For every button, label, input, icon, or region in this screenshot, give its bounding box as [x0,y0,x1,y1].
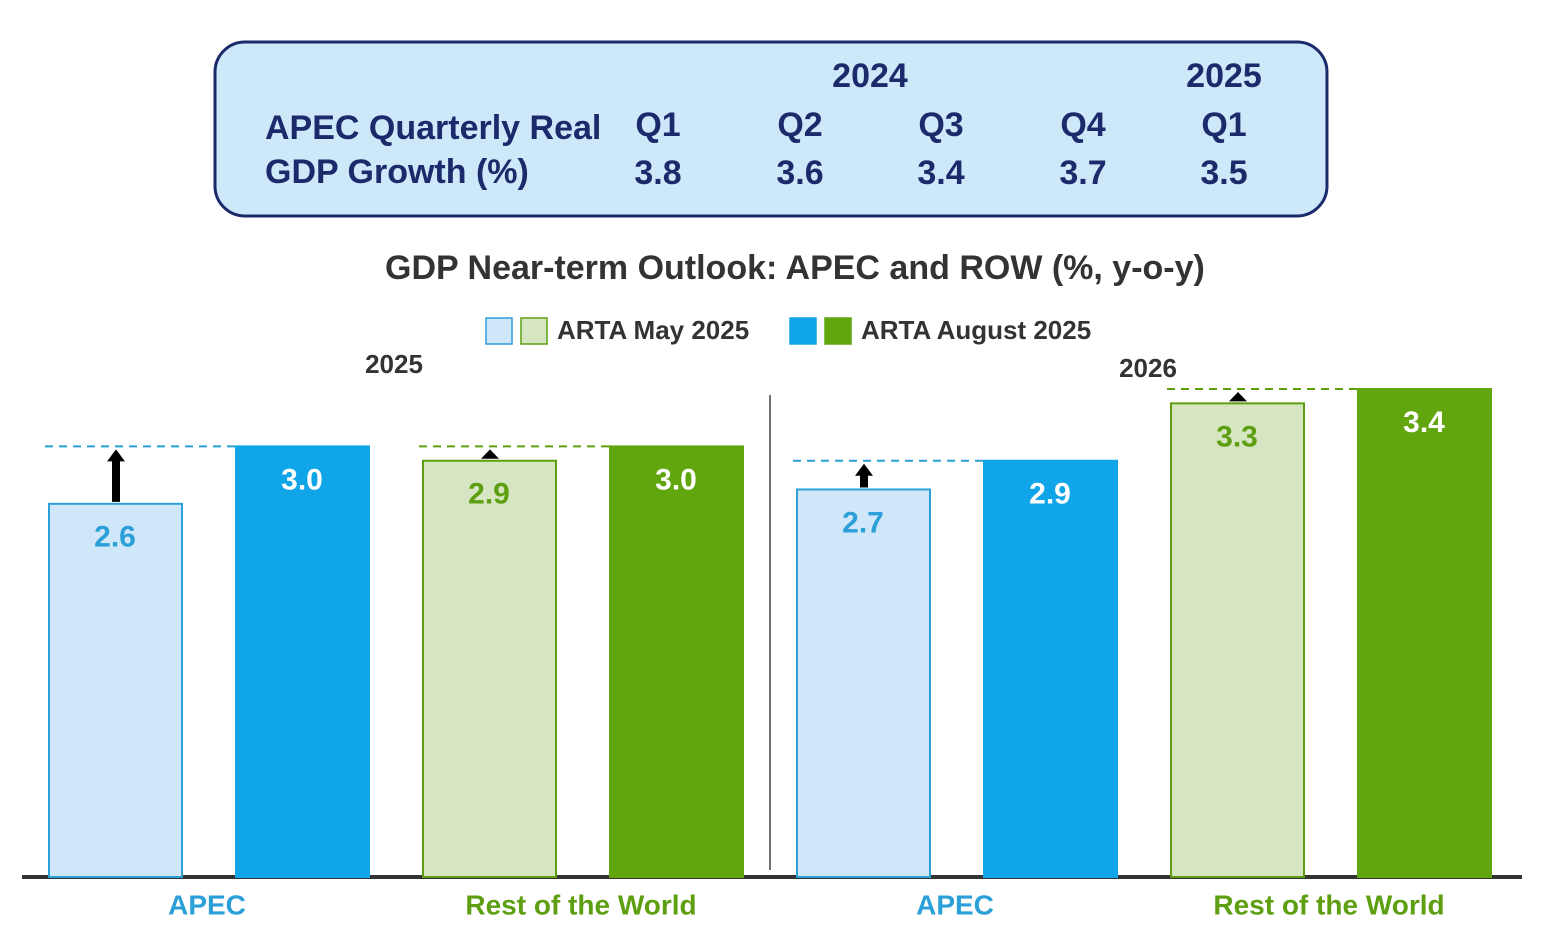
bar [796,488,931,878]
chart-title: GDP Near-term Outlook: APEC and ROW (%, … [385,249,1205,287]
year-label: 2025 [1186,57,1262,95]
revision-arrow [107,449,125,502]
revision-arrow [1229,392,1247,402]
panel-title: 2025 [365,349,423,379]
category-label: Rest of the World [1213,889,1444,920]
value-label: 2.9 [468,478,510,511]
bar [422,459,557,878]
bar [48,502,183,878]
quarter-label: Q2 [777,106,822,144]
category-label: Rest of the World [465,889,696,920]
growth-value: 3.5 [1200,154,1247,192]
revision-arrow [481,449,499,459]
legend-swatch [789,317,817,345]
bar [235,445,370,878]
legend-swatch [520,317,548,345]
quarter-label: Q1 [635,106,680,144]
legend-swatch [485,317,513,345]
legend-swatch [824,317,852,345]
panel-title: 2026 [1119,353,1177,383]
value-label: 2.6 [94,521,136,554]
quarter-label: Q3 [918,106,963,144]
category-label: APEC [168,889,246,920]
value-label: 3.4 [1403,406,1445,439]
bar [983,459,1118,878]
category-label: APEC [916,889,994,920]
value-label: 3.3 [1216,420,1258,453]
value-label: 3.0 [655,463,697,496]
table-title: GDP Growth (%) [265,153,529,191]
bar [609,445,744,878]
value-label: 2.7 [842,506,884,539]
growth-value: 3.8 [634,154,681,192]
summary-box [213,40,1329,218]
growth-value: 3.6 [776,154,823,192]
bar [1357,388,1492,878]
table-title: APEC Quarterly Real [265,109,601,147]
year-label: 2024 [832,57,908,95]
quarter-label: Q1 [1201,106,1246,144]
quarter-label: Q4 [1060,106,1105,144]
legend-label: ARTA August 2025 [861,315,1091,345]
growth-value: 3.7 [1059,154,1106,192]
legend-label: ARTA May 2025 [557,315,749,345]
value-label: 2.9 [1029,478,1071,511]
value-label: 3.0 [281,463,323,496]
revision-arrow [855,463,873,488]
bar [1170,402,1305,878]
growth-value: 3.4 [917,154,964,192]
